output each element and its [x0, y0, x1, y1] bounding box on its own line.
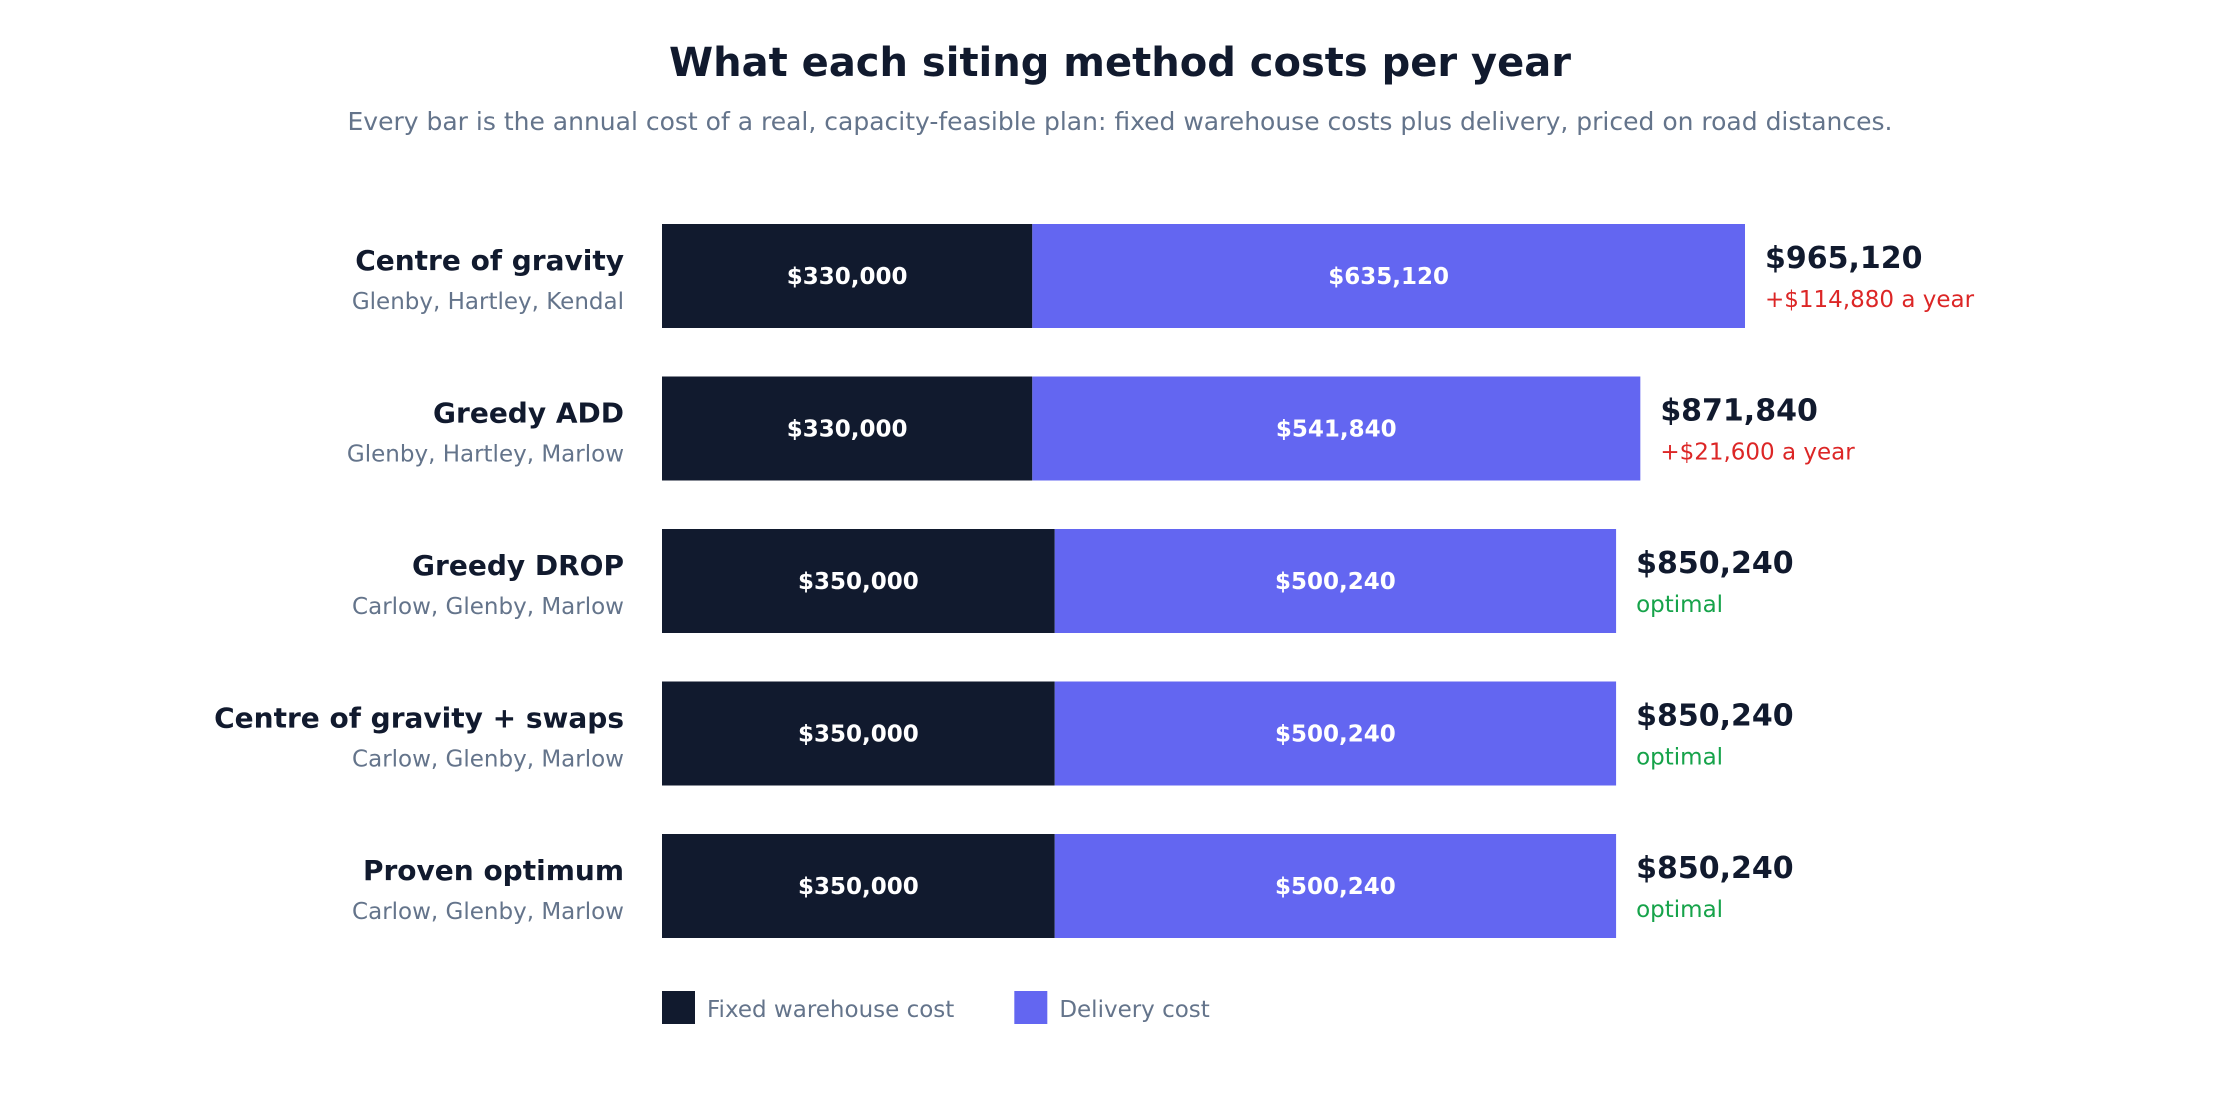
optimal-badge: optimal [1636, 745, 1723, 771]
total-label: $850,240 [1636, 851, 1794, 886]
fixed-cost-label: $350,000 [798, 569, 919, 595]
fixed-cost-label: $350,000 [798, 874, 919, 900]
fixed-cost-bar [662, 681, 1055, 786]
delivery-cost-label: $541,840 [1276, 417, 1397, 443]
delivery-cost-label: $500,240 [1275, 722, 1396, 748]
delivery-cost-bar [1054, 529, 1617, 633]
delivery-cost-bar [1054, 834, 1617, 938]
category-sites-label: Carlow, Glenby, Marlow [352, 747, 624, 773]
optimal-badge: optimal [1636, 592, 1723, 618]
total-label: $965,120 [1765, 241, 1923, 276]
category-label: Centre of gravity [355, 244, 624, 277]
fixed-cost-bar [662, 529, 1055, 633]
total-label: $871,840 [1660, 394, 1818, 429]
legend-swatch-delivery [1014, 991, 1048, 1024]
fixed-cost-label: $330,000 [787, 264, 908, 290]
legend-swatch-fixed [662, 991, 695, 1024]
category-sites-label: Glenby, Hartley, Kendal [352, 289, 624, 315]
delivery-cost-bar [1032, 224, 1745, 328]
delivery-cost-label: $635,120 [1328, 264, 1449, 290]
cost-difference-label: +$114,880 a year [1765, 287, 1975, 313]
fixed-cost-label: $350,000 [798, 722, 919, 748]
fixed-cost-bar [662, 224, 1033, 328]
chart-subtitle: Every bar is the annual cost of a real, … [347, 107, 1893, 136]
optimal-badge: optimal [1636, 897, 1723, 923]
total-label: $850,240 [1636, 699, 1794, 734]
category-label: Greedy ADD [433, 397, 624, 430]
fixed-cost-bar [662, 834, 1055, 938]
total-label: $850,240 [1636, 546, 1794, 581]
chart-title: What each siting method costs per year [669, 40, 1571, 86]
category-sites-label: Carlow, Glenby, Marlow [352, 899, 624, 925]
category-label: Greedy DROP [412, 549, 624, 582]
category-label: Proven optimum [363, 854, 624, 887]
category-label: Centre of gravity + swaps [214, 702, 624, 735]
delivery-cost-bar [1032, 376, 1641, 481]
category-sites-label: Carlow, Glenby, Marlow [352, 594, 624, 620]
delivery-cost-label: $500,240 [1275, 569, 1396, 595]
delivery-cost-bar [1054, 681, 1617, 786]
fixed-cost-label: $330,000 [787, 417, 908, 443]
cost-difference-label: +$21,600 a year [1660, 440, 1855, 466]
category-sites-label: Glenby, Hartley, Marlow [347, 442, 624, 468]
legend-label-fixed: Fixed warehouse cost [707, 997, 954, 1023]
legend-label-delivery: Delivery cost [1059, 997, 1210, 1023]
delivery-cost-label: $500,240 [1275, 874, 1396, 900]
fixed-cost-bar [662, 376, 1033, 481]
